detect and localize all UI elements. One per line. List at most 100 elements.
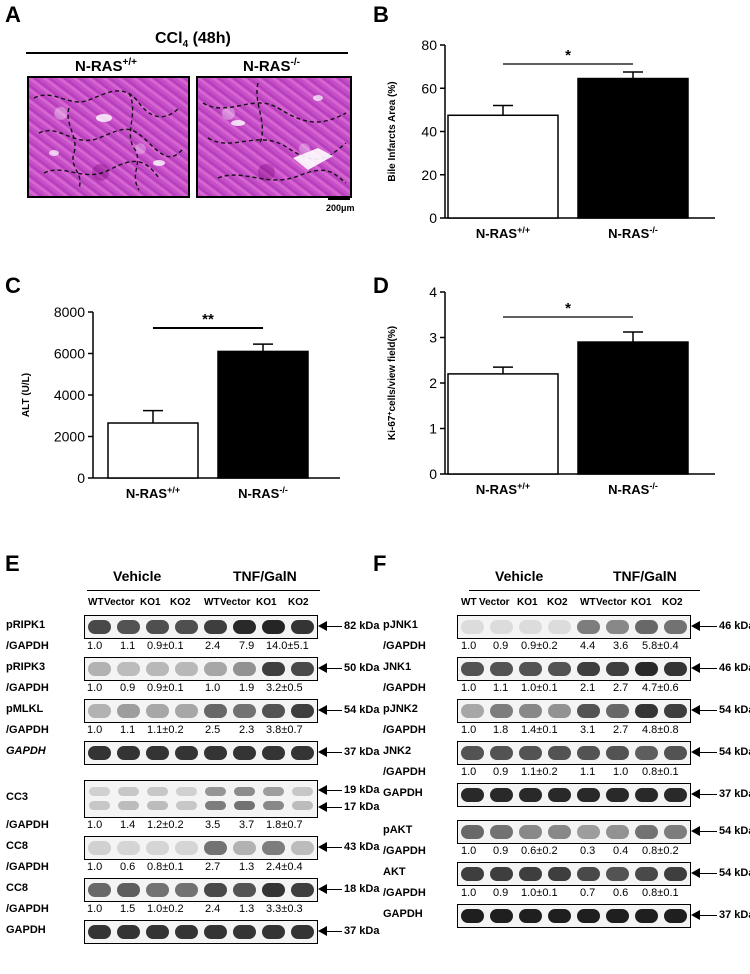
band: [606, 867, 629, 881]
band: [204, 746, 227, 760]
arrow-icon: [318, 884, 327, 894]
micrograph-ko: [196, 76, 352, 198]
lane-label: KO2: [170, 597, 191, 608]
ratio-value: 1.0: [461, 640, 477, 652]
group-label: TNF/GalN: [613, 568, 677, 584]
ratio-value: 3.2±0.5: [266, 682, 303, 694]
arrow-line: [324, 790, 342, 791]
panel-a-title-line: [26, 52, 348, 54]
band: [117, 883, 140, 897]
band: [577, 746, 600, 760]
arrow-icon: [318, 842, 327, 852]
arrow-icon: [691, 705, 700, 715]
ratio-values: 1.0 1.1 1.0±0.1 2.1 2.7 4.7±0.6: [375, 682, 747, 696]
blot-image: [84, 780, 318, 818]
kda-label: 19 kDa: [344, 784, 380, 796]
band: [88, 704, 111, 718]
band: [548, 825, 571, 839]
band: [461, 788, 484, 802]
ratio-value: 1.2±0.2: [147, 819, 184, 831]
ratio-value: 3.7: [239, 819, 255, 831]
x-tick-label: N-RAS+/+: [476, 225, 530, 241]
ratio-value: 1.0: [461, 682, 477, 694]
band: [577, 662, 600, 676]
band: [635, 825, 658, 839]
ratio-value: 0.8±0.1: [642, 887, 679, 899]
band: [117, 704, 140, 718]
band: [292, 801, 313, 810]
arrow-line: [697, 794, 717, 795]
kda-label: 17 kDa: [344, 801, 380, 813]
band: [292, 787, 313, 796]
ratio-value: 3.6: [613, 640, 629, 652]
panel-f: Vehicle TNF/GalN WT Vector KO1 KO2 WT Vector KO1…: [375, 560, 750, 970]
y-axis-label: Bile Infarcts Area (%): [387, 81, 398, 181]
band: [519, 788, 542, 802]
band: [291, 704, 314, 718]
arrow-icon: [318, 926, 327, 936]
panel-label-c: C: [5, 273, 21, 298]
band: [262, 925, 285, 939]
ratio-values: 1.0 0.9 0.9±0.1 1.0 1.9 3.2±0.5: [0, 682, 372, 696]
ratio-value: 1.1: [120, 724, 136, 736]
arrow-icon: [691, 621, 700, 631]
band: [117, 746, 140, 760]
ratio-value: 1.4±0.1: [521, 724, 558, 736]
lane-label: WT: [580, 597, 596, 608]
band: [606, 825, 629, 839]
blot-image: [84, 699, 318, 723]
lane-label: Vector: [220, 597, 251, 608]
arrow-icon: [318, 621, 327, 631]
band: [233, 883, 256, 897]
kda-label: 54 kDa: [719, 746, 750, 758]
band: [606, 909, 629, 923]
arrow-icon: [318, 785, 327, 795]
y-tick-label: 3: [429, 330, 437, 346]
band: [146, 841, 169, 855]
band: [519, 867, 542, 881]
band: [205, 801, 226, 810]
ratio-value: 0.9: [493, 640, 509, 652]
band: [635, 620, 658, 634]
band: [88, 883, 111, 897]
ratio-values: 1.0 1.8 1.4±0.1 3.1 2.7 4.8±0.8: [375, 724, 747, 738]
protein-label: pMLKL: [6, 703, 44, 715]
kda-label: 37 kDa: [344, 925, 380, 937]
band: [175, 883, 198, 897]
arrow-icon: [691, 910, 700, 920]
panel-label-b: B: [373, 2, 389, 27]
scale-bar: [328, 198, 350, 200]
protein-label: pJNK2: [383, 703, 418, 715]
band: [664, 662, 687, 676]
ratio-label: /GAPDH: [6, 903, 49, 915]
protein-label: pRIPK3: [6, 661, 46, 673]
blot-image: [84, 836, 318, 860]
ratio-value: 1.1: [120, 640, 136, 652]
y-tick-label: 60: [421, 80, 437, 96]
protein-label: CC8: [6, 840, 29, 852]
blot-image: [457, 699, 691, 723]
band: [635, 704, 658, 718]
ratio-value: 1.0: [461, 845, 477, 857]
y-tick-label: 6000: [54, 346, 85, 362]
ratio-value: 1.0: [205, 682, 221, 694]
blot-image: [457, 741, 691, 765]
panel-label-a: A: [5, 2, 21, 27]
band: [635, 788, 658, 802]
arrow-icon: [691, 868, 700, 878]
x-tick-label: N-RAS-/-: [608, 225, 658, 241]
band: [664, 867, 687, 881]
arrow-line: [324, 710, 342, 711]
significance-marker: *: [565, 300, 571, 317]
arrow-line: [324, 889, 342, 890]
band: [606, 788, 629, 802]
protein-label: AKT: [383, 866, 406, 878]
arrow-line: [697, 831, 717, 832]
band: [461, 620, 484, 634]
blot-image: [457, 820, 691, 844]
blot-image: [84, 657, 318, 681]
kda-label: 18 kDa: [344, 883, 380, 895]
ratio-value: 0.3: [580, 845, 596, 857]
band: [577, 788, 600, 802]
kda-label: 37 kDa: [719, 788, 750, 800]
